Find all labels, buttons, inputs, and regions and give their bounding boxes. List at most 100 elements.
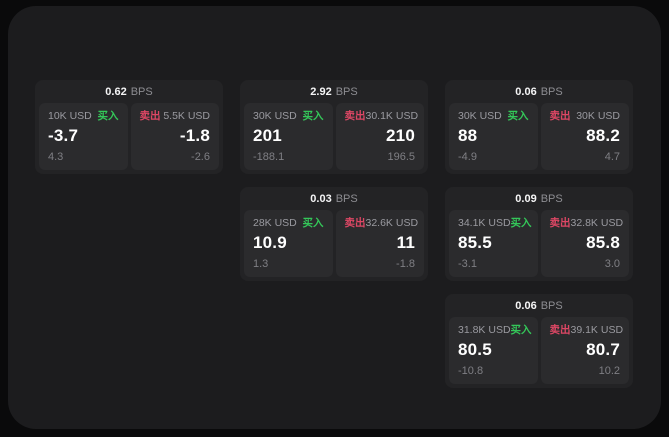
- sell-price: 210: [386, 126, 415, 145]
- sell-price: -1.8: [179, 126, 210, 145]
- sell-delta: -1.8: [396, 258, 415, 270]
- buy-delta: -10.8: [458, 365, 484, 377]
- buy-side-label: 买入: [97, 110, 119, 122]
- buy-side-label: 买入: [302, 110, 324, 122]
- buy-panel[interactable]: 10K USD 买入 -3.7 4.3: [39, 103, 128, 170]
- buy-delta: 1.3: [253, 258, 269, 270]
- bps-unit-label: BPS: [540, 193, 563, 205]
- sell-delta: 10.2: [598, 365, 620, 377]
- sell-side-label: 卖出: [549, 110, 571, 122]
- sell-side-label: 卖出: [549, 324, 571, 336]
- buy-delta: -4.9: [458, 151, 477, 163]
- card-body: 28K USD 买入 10.9 1.3 卖出 32.6K USD 11 -1.8: [240, 208, 428, 277]
- bps-value: 0.06: [515, 86, 537, 98]
- buy-delta: 4.3: [48, 151, 64, 163]
- card-body: 10K USD 买入 -3.7 4.3 卖出 5.5K USD -1.8 -2.…: [35, 101, 223, 170]
- sell-side-label: 卖出: [549, 217, 571, 229]
- buy-side-label: 买入: [302, 217, 324, 229]
- card-body: 30K USD 买入 88 -4.9 卖出 30K USD 88.2 4.7: [445, 101, 633, 170]
- sell-delta: 4.7: [604, 151, 620, 163]
- sell-panel[interactable]: 卖出 30.1K USD 210 196.5: [335, 103, 424, 170]
- sell-panel[interactable]: 卖出 39.1K USD 80.7 10.2: [540, 317, 629, 384]
- buy-amount: 30K USD: [253, 110, 297, 122]
- bps-value: 0.62: [105, 86, 127, 98]
- sell-header-row: 卖出 32.8K USD: [549, 217, 624, 230]
- sell-panel[interactable]: 卖出 32.6K USD 11 -1.8: [335, 210, 424, 277]
- buy-delta: -188.1: [253, 151, 285, 163]
- buy-side-label: 买入: [507, 110, 529, 122]
- app-panel: 0.62 BPS 10K USD 买入 -3.7 4.3 卖出 5.5K USD…: [8, 6, 661, 429]
- quote-card[interactable]: 0.09 BPS 34.1K USD 买入 85.5 -3.1 卖出 32.8K…: [445, 187, 633, 281]
- card-body: 31.8K USD 买入 80.5 -10.8 卖出 39.1K USD 80.…: [445, 315, 633, 384]
- buy-header-row: 34.1K USD 买入: [458, 217, 532, 230]
- buy-side-label: 买入: [510, 324, 532, 336]
- buy-header-row: 30K USD 买入: [458, 110, 529, 123]
- quote-card[interactable]: 0.62 BPS 10K USD 买入 -3.7 4.3 卖出 5.5K USD…: [35, 80, 223, 174]
- buy-panel[interactable]: 28K USD 买入 10.9 1.3: [244, 210, 333, 277]
- sell-panel[interactable]: 卖出 30K USD 88.2 4.7: [540, 103, 629, 170]
- sell-price: 88.2: [586, 126, 620, 145]
- buy-header-row: 10K USD 买入: [48, 110, 119, 123]
- buy-amount: 30K USD: [458, 110, 502, 122]
- card-header: 0.62 BPS: [35, 80, 223, 101]
- card-header: 0.09 BPS: [445, 187, 633, 208]
- buy-panel[interactable]: 30K USD 买入 88 -4.9: [449, 103, 538, 170]
- buy-header-row: 31.8K USD 买入: [458, 324, 532, 337]
- bps-value: 0.09: [515, 193, 537, 205]
- sell-header-row: 卖出 5.5K USD: [140, 110, 211, 123]
- buy-price: 88: [458, 126, 478, 145]
- sell-header-row: 卖出 32.6K USD: [344, 217, 419, 230]
- sell-amount: 32.6K USD: [365, 217, 419, 229]
- buy-price: 201: [253, 126, 282, 145]
- buy-panel[interactable]: 30K USD 买入 201 -188.1: [244, 103, 333, 170]
- sell-side-label: 卖出: [139, 110, 161, 122]
- buy-price: 85.5: [458, 233, 492, 252]
- card-header: 2.92 BPS: [240, 80, 428, 101]
- quote-card[interactable]: 0.06 BPS 30K USD 买入 88 -4.9 卖出 30K USD 8…: [445, 80, 633, 174]
- sell-price: 85.8: [586, 233, 620, 252]
- bps-unit-label: BPS: [130, 86, 153, 98]
- sell-amount: 39.1K USD: [570, 324, 624, 336]
- card-header: 0.03 BPS: [240, 187, 428, 208]
- card-header: 0.06 BPS: [445, 294, 633, 315]
- buy-price: -3.7: [48, 126, 79, 145]
- buy-side-label: 买入: [510, 217, 532, 229]
- sell-delta: 3.0: [604, 258, 620, 270]
- sell-amount: 30.1K USD: [365, 110, 419, 122]
- bps-value: 0.03: [310, 193, 332, 205]
- sell-price: 80.7: [586, 340, 620, 359]
- buy-header-row: 28K USD 买入: [253, 217, 324, 230]
- sell-delta: -2.6: [191, 151, 210, 163]
- buy-price: 10.9: [253, 233, 287, 252]
- bps-unit-label: BPS: [540, 300, 563, 312]
- buy-amount: 31.8K USD: [458, 324, 511, 336]
- buy-panel[interactable]: 34.1K USD 买入 85.5 -3.1: [449, 210, 538, 277]
- card-body: 30K USD 买入 201 -188.1 卖出 30.1K USD 210 1…: [240, 101, 428, 170]
- card-body: 34.1K USD 买入 85.5 -3.1 卖出 32.8K USD 85.8…: [445, 208, 633, 277]
- sell-price: 11: [396, 233, 415, 252]
- sell-header-row: 卖出 39.1K USD: [549, 324, 624, 337]
- sell-amount: 5.5K USD: [163, 110, 210, 122]
- buy-amount: 10K USD: [48, 110, 92, 122]
- sell-side-label: 卖出: [344, 217, 366, 229]
- bps-value: 2.92: [310, 86, 332, 98]
- sell-panel[interactable]: 卖出 32.8K USD 85.8 3.0: [540, 210, 629, 277]
- buy-amount: 28K USD: [253, 217, 297, 229]
- bps-unit-label: BPS: [335, 193, 358, 205]
- buy-amount: 34.1K USD: [458, 217, 511, 229]
- quote-card[interactable]: 0.03 BPS 28K USD 买入 10.9 1.3 卖出 32.6K US…: [240, 187, 428, 281]
- sell-header-row: 卖出 30K USD: [550, 110, 621, 123]
- bps-unit-label: BPS: [540, 86, 563, 98]
- buy-price: 80.5: [458, 340, 492, 359]
- sell-panel[interactable]: 卖出 5.5K USD -1.8 -2.6: [130, 103, 219, 170]
- sell-header-row: 卖出 30.1K USD: [344, 110, 419, 123]
- buy-header-row: 30K USD 买入: [253, 110, 324, 123]
- sell-side-label: 卖出: [344, 110, 366, 122]
- bps-unit-label: BPS: [335, 86, 358, 98]
- buy-delta: -3.1: [458, 258, 477, 270]
- quote-card[interactable]: 0.06 BPS 31.8K USD 买入 80.5 -10.8 卖出 39.1…: [445, 294, 633, 388]
- sell-delta: 196.5: [387, 151, 415, 163]
- buy-panel[interactable]: 31.8K USD 买入 80.5 -10.8: [449, 317, 538, 384]
- bps-value: 0.06: [515, 300, 537, 312]
- quote-card[interactable]: 2.92 BPS 30K USD 买入 201 -188.1 卖出 30.1K …: [240, 80, 428, 174]
